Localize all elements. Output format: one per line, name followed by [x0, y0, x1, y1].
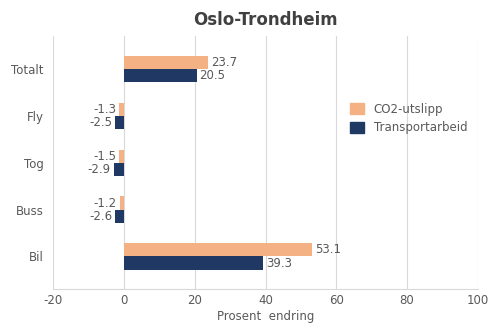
Text: -2.6: -2.6 — [89, 210, 112, 223]
Bar — [124, 56, 208, 69]
Bar — [124, 69, 196, 82]
Legend: CO2-utslipp, Transportarbeid: CO2-utslipp, Transportarbeid — [345, 98, 472, 139]
X-axis label: Prosent  endring: Prosent endring — [217, 310, 314, 323]
Bar — [120, 196, 124, 210]
Text: -1.2: -1.2 — [94, 196, 117, 209]
Text: -2.9: -2.9 — [88, 163, 111, 176]
Bar — [124, 243, 312, 257]
Bar — [120, 103, 124, 116]
Text: 20.5: 20.5 — [200, 69, 226, 82]
Text: 39.3: 39.3 — [266, 257, 292, 270]
Bar — [124, 257, 263, 270]
Bar — [115, 210, 124, 223]
Text: -1.3: -1.3 — [94, 103, 116, 116]
Bar — [114, 163, 124, 176]
Bar — [115, 116, 124, 129]
Text: 53.1: 53.1 — [314, 243, 340, 257]
Text: 23.7: 23.7 — [210, 56, 237, 69]
Text: -2.5: -2.5 — [90, 116, 112, 129]
Text: -1.5: -1.5 — [93, 150, 116, 163]
Bar — [119, 150, 124, 163]
Title: Oslo-Trondheim: Oslo-Trondheim — [193, 11, 338, 29]
